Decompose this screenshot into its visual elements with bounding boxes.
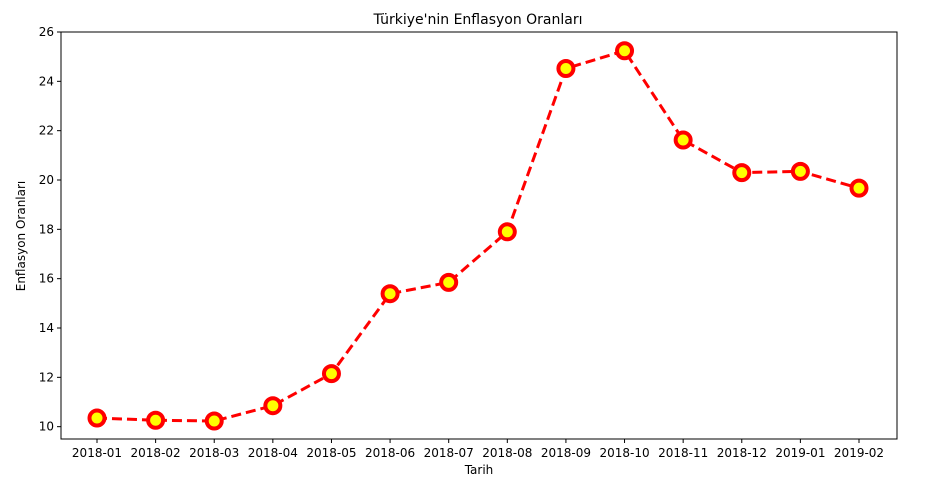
x-axis-title: Tarih	[464, 463, 494, 477]
x-tick-label: 2019-02	[834, 446, 884, 460]
data-point	[146, 410, 166, 430]
data-point	[790, 161, 810, 181]
data-point	[204, 411, 224, 431]
x-tick-label: 2018-08	[482, 446, 532, 460]
y-tick-label: 10	[39, 420, 54, 434]
data-point	[732, 163, 752, 183]
y-tick-label: 12	[39, 370, 54, 384]
x-tick-label: 2018-03	[189, 446, 239, 460]
data-point	[849, 178, 869, 198]
y-tick-label: 16	[39, 272, 54, 286]
data-point	[615, 41, 635, 61]
y-axis-title: Enflasyon Oranları	[14, 181, 28, 292]
y-tick-label: 24	[39, 74, 54, 88]
series-group	[87, 41, 869, 431]
data-point	[497, 222, 517, 242]
x-tick-label: 2018-02	[131, 446, 181, 460]
data-point	[321, 364, 341, 384]
y-tick-label: 18	[39, 222, 54, 236]
x-axis: 2018-01 2018-02 2018-03 2018-04 2018-05 2018-…	[72, 439, 884, 460]
data-point	[380, 284, 400, 304]
data-point	[556, 59, 576, 79]
x-tick-label: 2018-01	[72, 446, 122, 460]
data-point	[673, 130, 693, 150]
data-point	[87, 408, 107, 428]
y-axis: 10 12 14 16 18 20 22 24 26	[39, 25, 61, 434]
plot-area	[60, 31, 898, 440]
x-tick-label: 2018-07	[424, 446, 474, 460]
y-tick-label: 20	[39, 173, 54, 187]
x-tick-label: 2018-12	[717, 446, 767, 460]
x-tick-label: 2018-06	[365, 446, 415, 460]
x-tick-label: 2019-01	[775, 446, 825, 460]
y-tick-label: 22	[39, 124, 54, 138]
x-tick-label: 2018-05	[306, 446, 356, 460]
x-tick-label: 2018-09	[541, 446, 591, 460]
chart-title: Türkiye'nin Enflasyon Oranları	[372, 12, 582, 28]
x-tick-label: 2018-04	[248, 446, 298, 460]
data-point	[439, 272, 459, 292]
data-point	[263, 396, 283, 416]
x-tick-label: 2018-10	[599, 446, 649, 460]
series-line	[96, 48, 860, 423]
y-tick-label: 26	[39, 25, 54, 39]
y-tick-label: 14	[39, 321, 54, 335]
x-tick-label: 2018-11	[658, 446, 708, 460]
